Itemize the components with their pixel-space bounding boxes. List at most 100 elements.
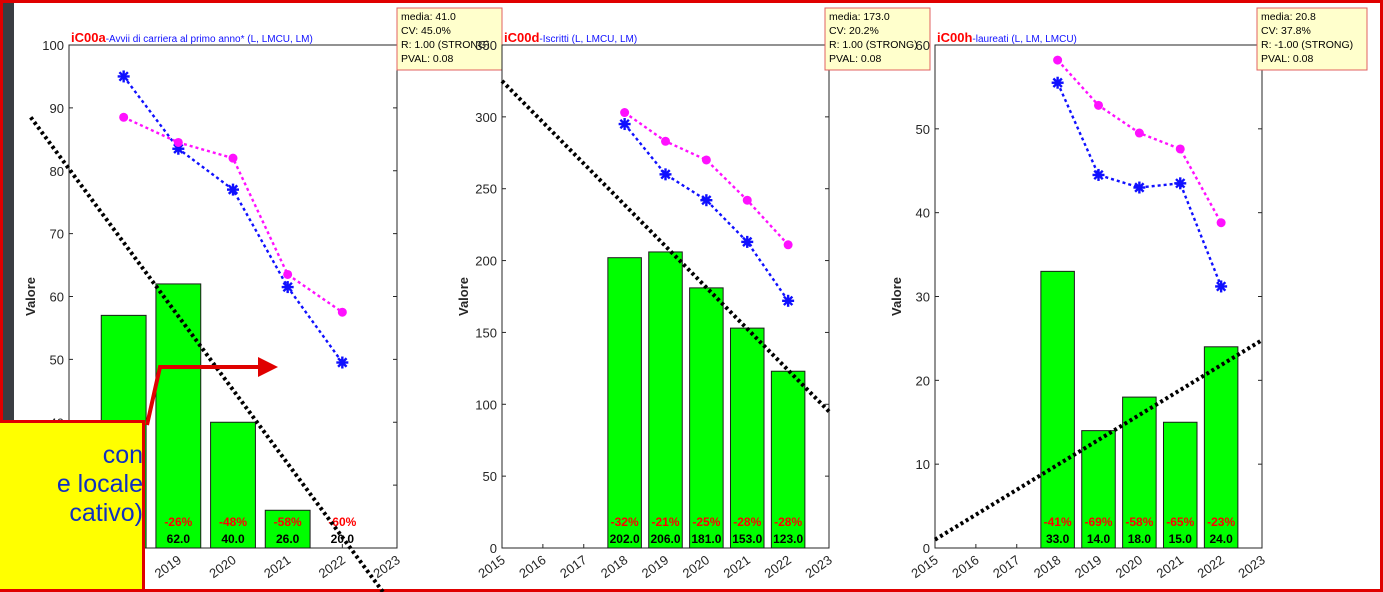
series-point-star	[1174, 177, 1187, 190]
y-tick-label: 20	[916, 373, 930, 388]
x-tick-label: 2023	[370, 552, 402, 581]
bar	[155, 283, 202, 549]
series-point-dot	[1134, 128, 1144, 138]
series-point-star	[1051, 76, 1064, 89]
chart-title: iC00d-Iscritti (L, LMCU, LM)	[504, 30, 637, 45]
series-point-star	[281, 281, 294, 294]
left-dark-panel	[0, 0, 14, 430]
stats-line: R: 1.00 (STRONG)	[829, 39, 918, 51]
star-ray	[282, 281, 293, 293]
bar	[607, 257, 642, 549]
bar-value-label: 62.0	[167, 532, 191, 546]
y-tick-label: 0	[490, 541, 497, 556]
pct-label: -23%	[1207, 515, 1235, 529]
stats-line: R: 1.00 (STRONG)	[401, 39, 490, 51]
stats-line: CV: 20.2%	[829, 25, 879, 37]
bar-value-label: 14.0	[1087, 532, 1111, 546]
series-point-dot	[742, 195, 752, 205]
chart-title-code: iC00d	[504, 30, 539, 45]
x-tick-label: 2021	[1154, 552, 1186, 581]
bar-value-label: 206.0	[650, 532, 680, 546]
y-tick-label: 80	[50, 164, 64, 179]
x-tick-label: 2016	[949, 552, 981, 581]
pct-label: -28%	[774, 515, 802, 529]
bar	[1081, 430, 1116, 549]
y-tick-label: 200	[475, 254, 497, 269]
series-point-dot	[661, 136, 670, 146]
chart-1: 30405060708090100Valore20172018201920202…	[23, 7, 503, 592]
star-ray	[742, 236, 753, 247]
pct-label: -48%	[219, 515, 247, 529]
x-tick-label: 2023	[1235, 552, 1267, 581]
y-tick-label: 100	[42, 38, 64, 53]
bar-value-label: 202.0	[610, 532, 640, 546]
series-point-star	[336, 356, 349, 369]
series-point-star	[741, 235, 754, 248]
pct-label: -26%	[164, 515, 192, 529]
bar-value-label: 15.0	[1169, 532, 1193, 546]
pct-label: -69%	[1084, 515, 1112, 529]
bar-value-label: 18.0	[1128, 532, 1152, 546]
x-tick-label: 2019	[152, 552, 184, 581]
y-tick-label: 350	[475, 38, 497, 53]
bar-value-label: 123.0	[773, 532, 803, 546]
stats-box	[824, 7, 931, 71]
x-tick-label: 2017	[557, 552, 589, 581]
bar-value-label: 24.0	[1209, 532, 1233, 546]
y-tick-label: 300	[475, 110, 497, 125]
callout-line-2: e locale	[56, 470, 143, 498]
x-tick-label: 2016	[516, 552, 548, 581]
y-tick-label: 100	[475, 397, 497, 412]
y-tick-label: 90	[50, 101, 64, 116]
star-ray	[1093, 169, 1104, 181]
x-tick-label: 2017	[990, 552, 1022, 581]
y-tick-label: 30	[916, 290, 930, 305]
pct-label: -65%	[1166, 515, 1194, 529]
bar	[689, 287, 724, 549]
callout-line-3: cativo)	[69, 499, 143, 527]
series-point-star	[1133, 181, 1146, 194]
star-ray	[118, 71, 129, 82]
series-point-star	[618, 118, 631, 131]
chart-title-desc: -laureati (L, LM, LMCU)	[972, 34, 1076, 45]
star-ray	[1052, 77, 1063, 88]
bar	[1040, 270, 1075, 549]
star-ray	[1134, 182, 1145, 193]
series-point-dot	[1053, 55, 1063, 65]
stats-box	[396, 7, 503, 71]
pct-label: -21%	[651, 515, 679, 529]
series-point-dot	[1175, 144, 1185, 154]
x-tick-label: 2022	[1195, 552, 1227, 581]
y-tick-label: 60	[50, 290, 64, 305]
chart-title: iC00a-Avvii di carriera al primo anno* (…	[71, 30, 313, 45]
chart-title-desc: -Avvii di carriera al primo anno* (L, LM…	[106, 34, 313, 45]
y-tick-label: 50	[50, 352, 64, 367]
pct-label: -28%	[733, 515, 761, 529]
star-ray	[701, 195, 712, 206]
pct-label: -41%	[1044, 515, 1072, 529]
bar	[264, 509, 311, 549]
chart-title-code: iC00h	[937, 30, 972, 45]
pct-label: -32%	[611, 515, 639, 529]
stats-line: PVAL: 0.08	[829, 53, 882, 65]
y-tick-label: 250	[475, 182, 497, 197]
y-tick-label: 10	[916, 457, 930, 472]
bar	[210, 421, 256, 549]
star-ray	[337, 357, 348, 368]
series-line-1	[1056, 82, 1223, 287]
series-point-dot	[701, 155, 711, 165]
chart-title: iC00h-laureati (L, LM, LMCU)	[937, 30, 1077, 45]
x-tick-label: 2019	[639, 552, 671, 581]
stats-line: PVAL: 0.08	[1261, 53, 1314, 65]
pct-label: -25%	[692, 515, 720, 529]
stats-line: CV: 45.0%	[401, 25, 451, 37]
y-tick-label: 60	[916, 38, 930, 53]
stats-line: media: 41.0	[401, 11, 456, 23]
x-tick-label: 2020	[1113, 552, 1145, 581]
bar	[729, 327, 765, 549]
chart-title-desc: -Iscritti (L, LMCU, LM)	[539, 34, 637, 45]
